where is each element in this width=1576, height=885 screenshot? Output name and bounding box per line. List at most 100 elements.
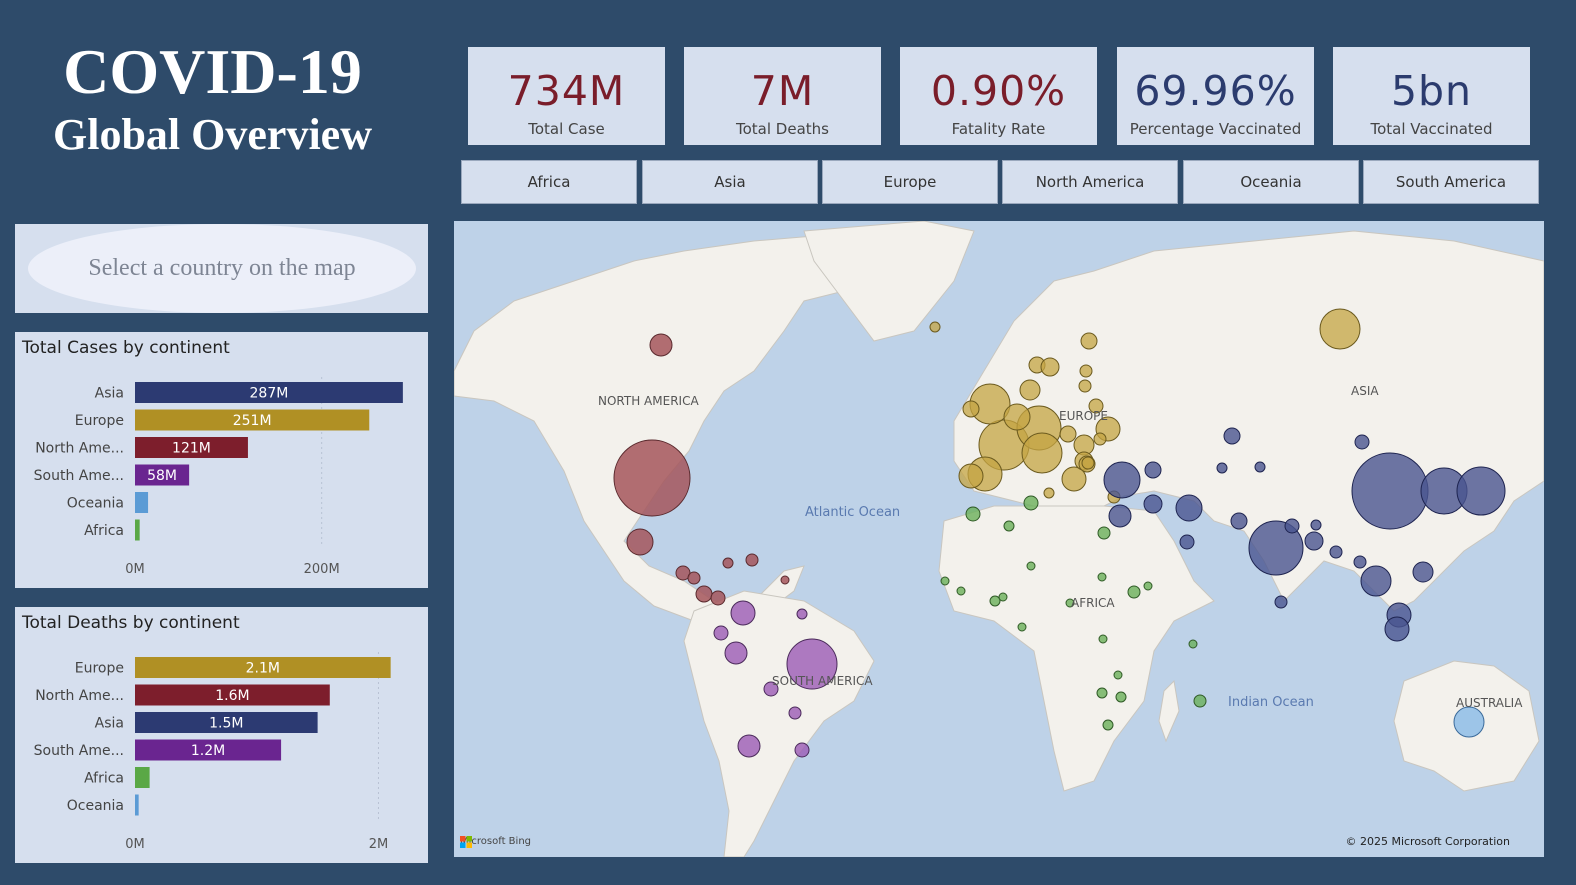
map-bubble (745, 553, 759, 567)
title-line-2: Global Overview (53, 110, 372, 159)
slicer-oceania[interactable]: Oceania (1183, 160, 1359, 204)
deaths-tick-label: 0M (125, 837, 145, 852)
map-bubble (1216, 462, 1228, 474)
map-bubble (724, 641, 748, 665)
deaths-data-label: 1.5M (209, 716, 243, 732)
map-bubble (1019, 379, 1041, 401)
cases-bar (135, 492, 149, 513)
map-bubble (1384, 616, 1410, 642)
map-label-asia: ASIA (1351, 384, 1379, 398)
map-bubble (1017, 622, 1027, 632)
map-bubble (1310, 519, 1322, 531)
map-bubble (1098, 634, 1108, 644)
map-bubble (1026, 561, 1036, 571)
map-bubble (1113, 670, 1123, 680)
map-bubble (1043, 487, 1055, 499)
cases-category-label: Africa (84, 523, 124, 539)
map-canvas[interactable] (454, 221, 1544, 857)
deaths-category-label: South Ame... (34, 743, 124, 759)
map-label-australia: AUSTRALIA (1456, 696, 1523, 710)
title-line-1: COVID-19 (63, 36, 362, 107)
cases-data-label: 58M (147, 468, 177, 484)
map-bubble (713, 625, 729, 641)
map-bubble (1188, 639, 1198, 649)
deaths-bar (135, 739, 282, 761)
country-select-prompt[interactable]: Select a country on the map (28, 224, 416, 313)
map-bubble (710, 590, 726, 606)
slicer-europe[interactable]: Europe (822, 160, 998, 204)
cases-category-label: North Ame... (35, 441, 124, 457)
map-bubble (965, 506, 981, 522)
deaths-title: Total Deaths by continent (21, 613, 240, 633)
map-bubble (1096, 687, 1108, 699)
map-bubble (1079, 364, 1093, 378)
kpi-value: 734M (507, 67, 626, 115)
map-bubble (1021, 432, 1063, 474)
map-bubble (1304, 531, 1324, 551)
deaths-category-label: Asia (95, 716, 124, 732)
kpi-label: Fatality Rate (951, 120, 1046, 138)
kpi-total-deaths: 7M Total Deaths (684, 47, 881, 145)
map-bubble (1040, 357, 1060, 377)
country-select-panel: Select a country on the map (15, 224, 428, 313)
map-bubble (1023, 495, 1039, 511)
map-bubble (1102, 719, 1114, 731)
map-bubble (613, 439, 691, 517)
map-bubble (989, 595, 1001, 607)
kpi-value: 7M (750, 67, 815, 115)
kpi-value: 0.90% (930, 67, 1067, 115)
deaths-category-label: North Ame... (35, 688, 124, 704)
slicer-africa[interactable]: Africa (461, 160, 637, 204)
map-bubble (626, 528, 654, 556)
map-bubble (1093, 432, 1107, 446)
deaths-category-label: Africa (84, 771, 124, 787)
cases-category-label: South Ame... (34, 468, 124, 484)
map-bubble (1115, 691, 1127, 703)
map-bubble (1103, 461, 1141, 499)
country-bubbles[interactable] (613, 308, 1506, 758)
map-bubble (1065, 598, 1075, 608)
map-bubble (1354, 434, 1370, 450)
map-bubble (1223, 427, 1241, 445)
map-bubble (763, 681, 779, 697)
kpi-value: 5bn (1390, 67, 1473, 115)
map-bubble (1061, 466, 1087, 492)
map-bubble (1230, 512, 1248, 530)
map-label-north-america: NORTH AMERICA (598, 394, 699, 408)
map-bubble (1143, 494, 1163, 514)
world-map[interactable]: NORTH AMERICA EUROPE ASIA AFRICA SOUTH A… (454, 221, 1544, 857)
map-bubble (722, 557, 734, 569)
map-bubble (1456, 466, 1506, 516)
cases-bar (135, 437, 248, 458)
slicer-north-america[interactable]: North America (1002, 160, 1178, 204)
kpi-total-vaccinated: 5bn Total Vaccinated (1333, 47, 1530, 145)
cases-bar-chart: Total Cases by continent 0M 200M Asia 287M Eu… (21, 338, 403, 577)
map-bubble (1143, 581, 1153, 591)
cases-category-label: Europe (75, 413, 124, 429)
cases-tick-label: 0M (125, 562, 145, 577)
ocean-label-atlantic: Atlantic Ocean (805, 505, 901, 520)
map-bubble (1144, 461, 1162, 479)
map-bubble (1453, 706, 1485, 738)
landmass-north-america (454, 235, 855, 622)
map-bubble (1319, 308, 1361, 350)
map-bubble (956, 586, 966, 596)
deaths-tick-label: 2M (369, 837, 389, 852)
map-bubble (794, 742, 810, 758)
slicer-south-america[interactable]: South America (1363, 160, 1539, 204)
map-bubble (1274, 595, 1288, 609)
cases-data-label: 251M (233, 413, 272, 429)
slicer-asia[interactable]: Asia (642, 160, 818, 204)
map-bubble (695, 585, 713, 603)
map-bubble (1108, 504, 1132, 528)
map-bubble (940, 576, 950, 586)
map-bubble (1175, 494, 1203, 522)
kpi-label: Total Case (528, 120, 605, 138)
map-bubble (1080, 332, 1098, 350)
kpi-fatality-rate: 0.90% Fatality Rate (900, 47, 1097, 145)
map-bubble (929, 321, 941, 333)
cases-bar (135, 464, 190, 486)
cases-data-label: 121M (172, 441, 211, 457)
landmass-greenland (803, 221, 975, 342)
map-bubble (1412, 561, 1434, 583)
